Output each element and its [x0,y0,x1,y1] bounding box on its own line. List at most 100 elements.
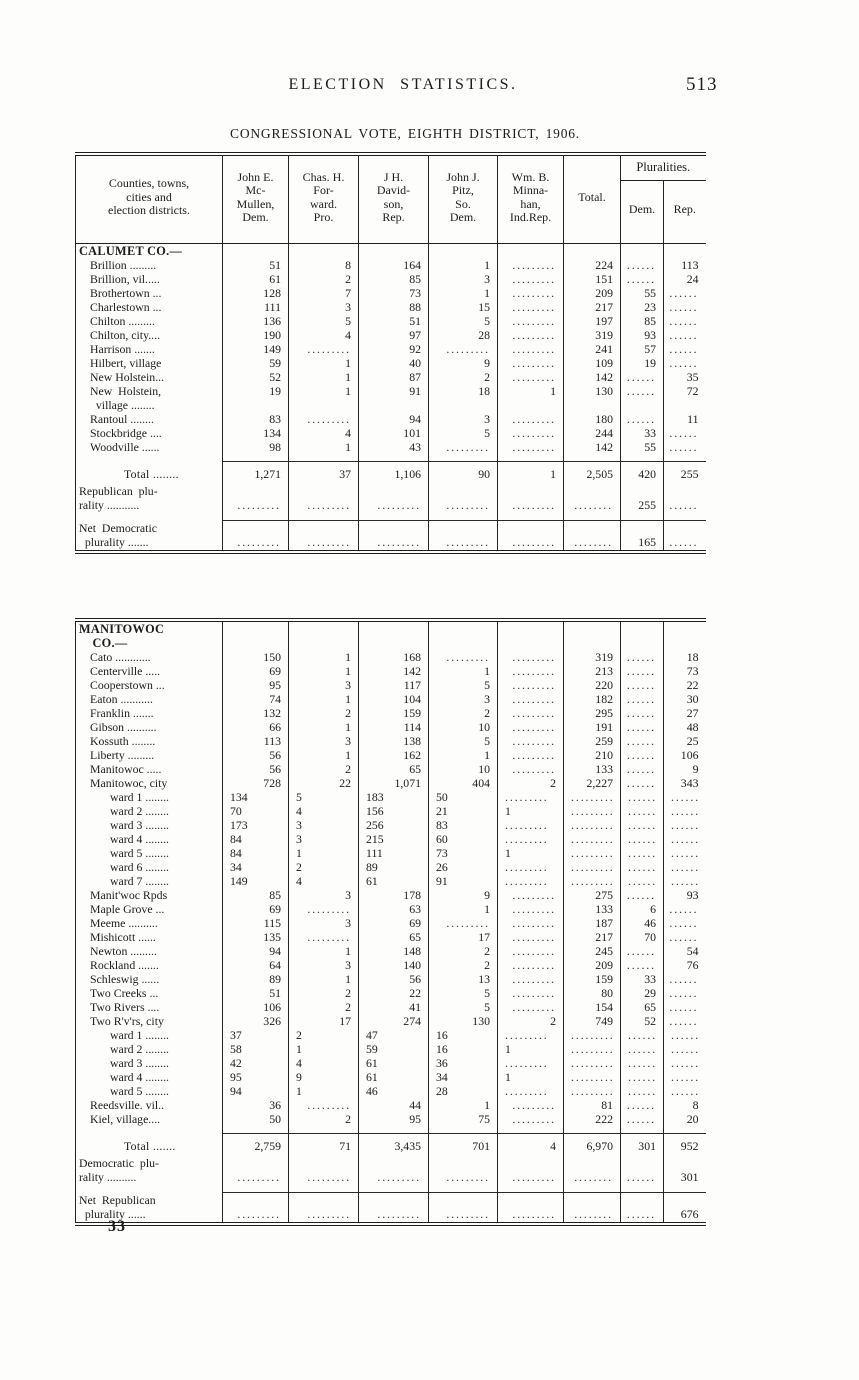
cell [288,1185,359,1193]
cell: 2 [288,860,359,874]
table-row: MANITOWOC CO.— [75,620,706,650]
table-row: Total ....... 2,759 71 3,435 701 4 6,970 301 952 [75,1133,706,1156]
cell: 1 [428,748,498,762]
row-label [75,513,223,521]
cell: 255 [620,484,664,513]
cell: 5 [288,314,359,328]
table-row: Franklin ....... 132 2 159 2......... 295....… [75,706,706,720]
cell: ...... [620,944,664,958]
signature-number: 33 [108,1218,126,1235]
cell: 83 [222,412,289,426]
cell: 98 [222,440,289,454]
cell: 70 [222,804,289,818]
cell: ...... [663,790,706,804]
calumet-rows: CALUMET CO.— Brillion ......... 51 8 164 1...… [75,243,706,552]
cell: 134 [222,790,289,804]
cell: ........ [563,1192,621,1224]
cell: 164 [358,258,429,272]
cell: ......... [497,958,564,972]
cell: 142 [358,664,429,678]
cell: ...... [663,1056,706,1070]
cell: 136 [222,314,289,328]
cell: ...... [663,916,706,930]
cell: 2 [288,762,359,776]
cell: 69 [358,916,429,930]
cell: ......... [497,1028,564,1042]
row-label: Liberty ......... [75,748,223,762]
table-row [75,454,706,462]
cell: ......... [497,272,564,286]
table-row: Liberty ......... 56 1 162 1......... 210....… [75,748,706,762]
table-row: ward 2 ........ 70 4 156 21 1................… [75,804,706,818]
row-label: Rantoul ........ [75,412,223,426]
cell: 1 [288,720,359,734]
cell: 5 [428,426,498,440]
cell: ......... [497,930,564,944]
cell: 51 [222,986,289,1000]
cell: 94 [358,412,429,426]
cell: ........ [563,520,621,552]
cell [222,454,289,462]
cell: ......... [358,484,429,513]
cell: 1 [288,1084,359,1098]
table-title: CONGRESSIONAL VOTE, EIGHTH DISTRICT, 190… [230,126,580,141]
cell: 138 [358,734,429,748]
row-label: Harrison ....... [75,342,223,356]
cell: ......... [497,818,564,832]
cell: 301 [663,1156,706,1185]
cell: ......... [497,1056,564,1070]
cell: ...... [620,272,664,286]
table-row: New Holstein... 52 1 87 2......... 142...... 3… [75,370,706,384]
cell [288,1126,359,1134]
cell: 210 [563,748,621,762]
cell: 2 [428,944,498,958]
cell [620,454,664,462]
cell: 93 [620,328,664,342]
cell: 36 [428,1056,498,1070]
cell: 1,106 [358,461,429,484]
cell: ......... [497,286,564,300]
cell: 151 [563,272,621,286]
cell: 91 [428,874,498,888]
cell: ......... [288,412,359,426]
cell: ......... [497,1112,564,1126]
cell: ...... [620,678,664,692]
cell: ......... [428,650,498,664]
cell: ...... [663,832,706,846]
cell: ......... [497,692,564,706]
cell: ......... [563,874,621,888]
row-label: ward 4 ........ [75,1070,223,1084]
cell: ......... [358,1192,429,1224]
cell: 165 [620,520,664,552]
cell: ......... [222,1192,289,1224]
cell: ...... [663,426,706,440]
row-label: Brothertown ... [75,286,223,300]
cell: ......... [358,520,429,552]
row-label: ward 3 ........ [75,1056,223,1070]
cell: 274 [358,1014,429,1028]
cell: 222 [563,1112,621,1126]
cell: 58 [222,1042,289,1056]
cell: 9 [428,356,498,370]
cell [563,620,621,650]
cell: 1 [428,1098,498,1112]
cell: ...... [663,1084,706,1098]
cell: 301 [620,1133,664,1156]
cell [288,454,359,462]
cell: 117 [358,678,429,692]
cell: 244 [563,426,621,440]
row-label: Reedsville. vil.. [75,1098,223,1112]
table-row: Manitowoc, city 728 22 1,071 404 2 2,227......… [75,776,706,790]
cell: 168 [358,650,429,664]
cell: 420 [620,461,664,484]
row-label: Mishicott ...... [75,930,223,944]
cell: 213 [563,664,621,678]
cell: 21 [428,804,498,818]
cell: ...... [620,888,664,902]
cell: 128 [222,286,289,300]
cell: 404 [428,776,498,790]
cell: ......... [497,1192,564,1224]
cell: 132 [222,706,289,720]
table-row: New Holstein, village ........ 19 1 91 18 1 13… [75,384,706,412]
table-row: CALUMET CO.— [75,243,706,258]
